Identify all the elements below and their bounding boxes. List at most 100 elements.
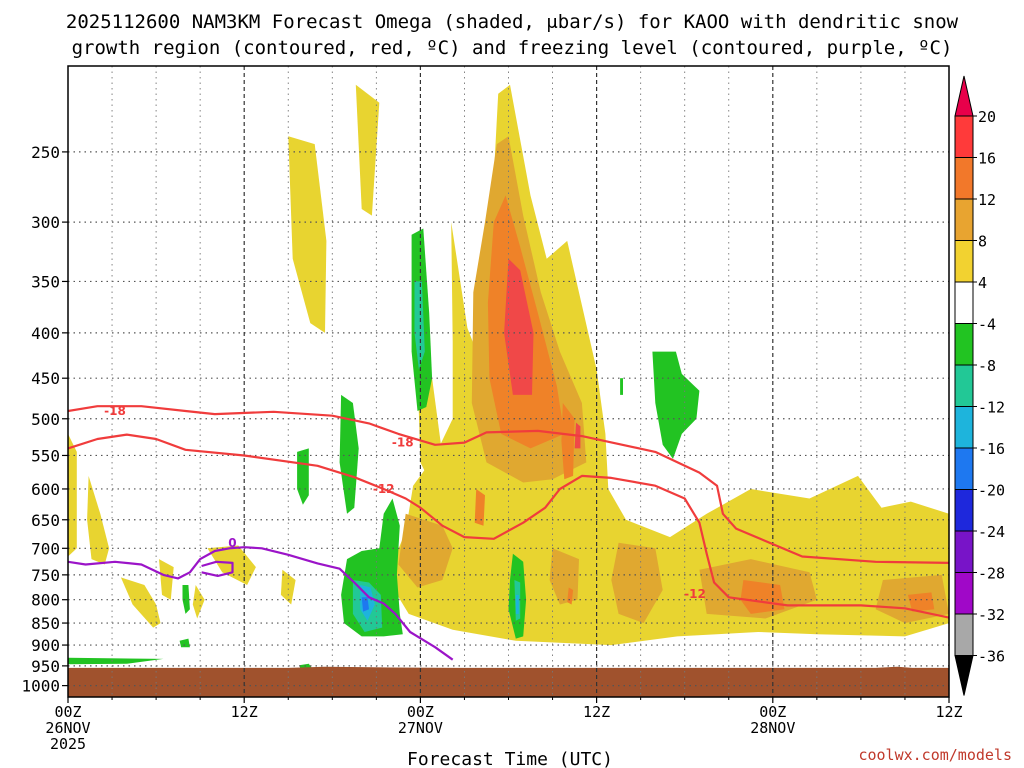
red-contour-0: [68, 405, 949, 564]
x-tick-label-0-2: 2025: [50, 735, 86, 753]
omega-region-8: [355, 84, 380, 216]
x-tick-label-0-0: 00Z: [54, 703, 81, 721]
colorbar-label-2: 12: [978, 191, 996, 209]
colorbar-label-11: -28: [978, 565, 1005, 583]
omega-negative-region-11: [414, 281, 425, 370]
chart-title-line-2: growth region (contoured, red, ºC) and f…: [72, 37, 953, 59]
y-tick-label-350: 350: [31, 272, 60, 291]
colorbar-box-8: [954, 406, 974, 449]
y-tick-label-550: 550: [31, 446, 60, 465]
colorbar-label-0: 20: [978, 108, 996, 126]
omega-core-10: [907, 592, 935, 612]
x-tick-label-3-0: 12Z: [583, 703, 610, 721]
chart-title-line-1: 2025112600 NAM3KM Forecast Omega (shaded…: [66, 11, 959, 33]
omega-core-9: [740, 580, 785, 614]
plot-area: -18 -12 -18 -12 0: [68, 66, 949, 697]
omega-region-10: [386, 84, 949, 646]
colorbar-box-6: [954, 323, 974, 366]
red-contour-1: [68, 433, 949, 619]
omega-region-6: [280, 569, 296, 605]
colorbar-box-12: [954, 572, 974, 615]
x-tick-label-4-0: 00Z: [759, 703, 786, 721]
grid-lines: [68, 66, 949, 697]
omega-region-1: [87, 475, 110, 565]
omega-region-7: [288, 136, 327, 333]
y-tick-label-900: 900: [31, 636, 60, 655]
colorbar-label-5: -4: [978, 316, 996, 334]
colorbar-label-3: 8: [978, 233, 987, 251]
omega-shading-layer: [68, 84, 949, 668]
red-contour-0-label-2: -18: [392, 436, 414, 450]
x-tick-label-2-0: 00Z: [407, 703, 434, 721]
contour-layer: -18 -12 -18 -12 0: [68, 404, 949, 661]
y-tick-label-450: 450: [31, 369, 60, 388]
colorbar-box-3: [954, 198, 974, 241]
colorbar-label-9: -20: [978, 482, 1005, 500]
red-contour-0-label: -18: [104, 404, 126, 418]
credit-text: coolwx.com/models: [858, 746, 1012, 764]
omega-core-8: [474, 489, 485, 526]
omega-negative-region-5: [652, 351, 700, 459]
purple-contour-1: [201, 560, 234, 577]
colorbar-label-4: 4: [978, 274, 987, 292]
colorbar-label-10: -24: [978, 523, 1005, 541]
y-tick-label-950: 950: [31, 657, 60, 676]
colorbar-box-7: [954, 364, 974, 407]
y-tick-label-600: 600: [31, 480, 60, 499]
omega-region-2: [120, 577, 161, 628]
red-contour-1-label-2: -12: [684, 587, 706, 601]
colorbar-box-11: [954, 530, 974, 573]
omega-negative-region-16: [361, 597, 369, 612]
omega-core-2: [611, 542, 663, 624]
omega-negative-region-1: [297, 448, 309, 505]
x-axis-label: Forecast Time (UTC): [407, 749, 613, 768]
y-tick-label-1000: 1000: [21, 677, 60, 696]
colorbar-label-6: -8: [978, 357, 996, 375]
colorbar-label-12: -32: [978, 606, 1005, 624]
y-tick-label-250: 250: [31, 143, 60, 162]
red-contour-1-label: -12: [373, 482, 395, 496]
ground-layer: [68, 666, 949, 697]
colorbar-label-13: -36: [978, 648, 1005, 666]
colorbar-box-13: [954, 613, 974, 656]
omega-region-0: [68, 433, 77, 557]
purple-contour-0-label: 0: [228, 536, 236, 550]
purple-contour-0: [68, 546, 454, 661]
y-tick-label-700: 700: [31, 539, 60, 558]
y-axis-ticks: 250 300 350 400 450 500 550 600 650 700 750 800 850 9…: [21, 143, 68, 696]
colorbar-box-10: [954, 489, 974, 532]
colorbar-label-7: -12: [978, 399, 1005, 417]
omega-core-12: [504, 258, 534, 395]
colorbar-box-1: [954, 115, 974, 158]
x-tick-label-1-0: 12Z: [231, 703, 258, 721]
colorbar-box-2: [954, 157, 974, 200]
y-tick-label-750: 750: [31, 566, 60, 585]
y-tick-label-800: 800: [31, 591, 60, 610]
colorbar: 20 16 12 8 4 -4 -8 -12 -16 -20 -24 -28 -32 -36: [954, 75, 1005, 696]
x-tick-label-0-1: 26NOV: [45, 719, 90, 737]
ground-fill: [68, 666, 949, 697]
omega-negative-region-6: [620, 378, 623, 395]
colorbar-box-9: [954, 447, 974, 490]
omega-negative-region-9: [68, 657, 164, 665]
omega-core-1: [398, 513, 453, 588]
omega-negative-region-15: [515, 594, 519, 614]
omega-region-4: [192, 585, 205, 619]
y-tick-label-400: 400: [31, 324, 60, 343]
omega-region-3: [159, 559, 174, 600]
y-tick-label-850: 850: [31, 614, 60, 633]
colorbar-label-1: 16: [978, 150, 996, 168]
colorbar-box-5: [954, 281, 974, 324]
x-tick-label-5-0: 12Z: [935, 703, 962, 721]
colorbar-box-4: [954, 240, 974, 283]
colorbar-bottom-arrow: [954, 655, 974, 696]
omega-negative-region-2: [339, 394, 359, 514]
colorbar-label-8: -16: [978, 440, 1005, 458]
y-tick-label-300: 300: [31, 213, 60, 232]
x-tick-label-4-1: 28NOV: [750, 719, 795, 737]
y-tick-label-650: 650: [31, 511, 60, 530]
y-tick-label-500: 500: [31, 410, 60, 429]
x-tick-label-2-1: 27NOV: [398, 719, 443, 737]
